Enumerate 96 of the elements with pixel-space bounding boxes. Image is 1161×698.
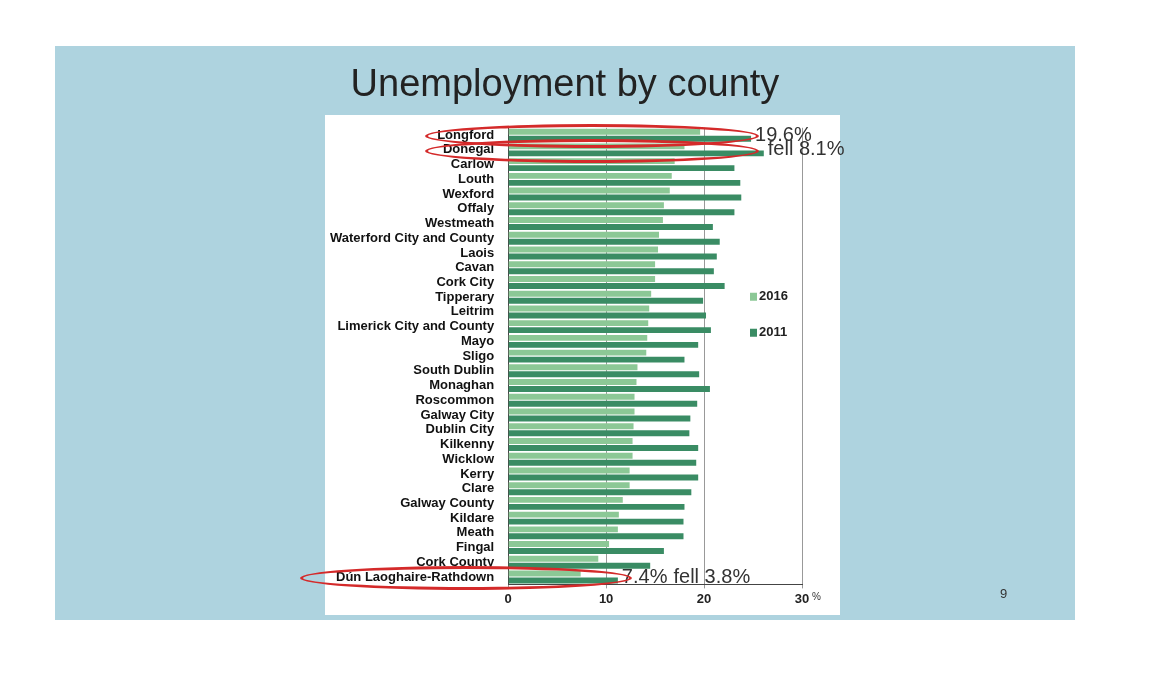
bar [508,150,764,157]
bar [508,179,741,186]
bar [508,496,623,503]
bar [508,341,699,348]
bar [508,400,698,407]
bar [508,128,701,135]
bar [508,371,700,378]
bar [508,187,670,194]
y-tick-label: Tipperary [435,288,495,304]
bar [508,364,638,371]
bar [508,261,656,268]
bar [508,334,648,341]
x-axis-title: % [812,591,821,603]
y-tick-label: Meath [456,524,495,540]
bar [508,349,647,356]
bar [508,474,699,481]
x-tick-label: 10 [598,590,614,606]
bar [508,489,692,496]
bar [508,570,581,577]
y-tick-label: Laois [460,244,495,260]
bar [508,430,690,437]
bar [508,548,664,555]
text: 9 [1000,586,1008,601]
bar [508,386,710,393]
x-tick-label: 20 [696,590,712,606]
bar [508,459,697,466]
y-tick-label: Roscommon [415,391,495,407]
y-tick-label: Galway County [400,494,495,510]
bar [508,165,735,172]
y-tick-label: Dún Laoghaire-Rathdown [336,568,495,584]
annotation: fell 3.8% [673,564,751,587]
bar [508,238,720,245]
y-tick-label: Kildare [450,509,495,525]
y-tick-label: South Dublin [413,362,495,378]
y-tick-label: Kilkenny [439,436,495,452]
y-tick-label: Westmeath [425,215,495,231]
x-tick-label: 0 [504,590,512,606]
bar [508,320,649,327]
bar [508,305,650,312]
y-tick-label: Carlow [450,156,496,172]
bar [508,393,635,400]
x-tick-label: 30 [794,590,810,606]
y-tick-label: Offaly [457,200,495,216]
bar [508,297,704,304]
bar [508,438,633,444]
bar [508,503,685,510]
bar [508,231,660,238]
bar [508,555,599,562]
bar [508,533,684,540]
y-tick-label: Clare [461,480,495,496]
bar [508,467,630,474]
bar [508,379,637,386]
y-tick-label: Galway City [420,406,495,422]
y-tick-label: Donegal [442,141,495,157]
bar [508,275,656,282]
bar [508,224,713,231]
bar [508,217,663,224]
bar [508,526,618,533]
bar [508,356,685,363]
legend-label: 2011 [759,324,788,340]
bar [508,290,652,297]
legend-label: 2016 [759,288,788,304]
bar [508,423,634,430]
y-tick-label: Longford [437,126,495,142]
y-tick-label: Cork County [416,553,495,569]
y-tick-label: Kerry [460,465,495,481]
y-tick-label: Mayo [460,332,495,348]
y-tick-label: Limerick City and County [337,318,495,334]
annotation: 7.4% [621,564,668,587]
bar [508,518,684,525]
y-tick-label: Wexford [442,185,495,201]
bar [508,452,633,459]
bar [508,541,610,548]
y-tick-label: Louth [458,170,495,186]
bar [508,194,742,201]
bar [508,327,711,334]
y-tick-label: Dublin City [425,421,495,437]
bar [508,282,725,289]
bar [508,511,619,518]
y-tick-label: Monaghan [429,377,495,393]
y-tick-label: Waterford City and County [329,229,495,245]
bar [508,577,618,584]
y-tick-label: Cavan [455,259,495,275]
bar [508,209,735,216]
bar [508,312,707,319]
y-tick-label: Wicklow [442,450,496,466]
bar [508,172,672,179]
y-tick-label: Leitrim [450,303,495,319]
bar [508,268,714,275]
bar [508,202,664,209]
y-tick-label: Cork City [436,274,495,290]
y-tick-label: Sligo [462,347,495,363]
bar [508,445,699,451]
y-tick-label: Fingal [455,539,495,555]
chart-title: Unemployment by county [349,62,781,105]
bar [508,482,630,489]
